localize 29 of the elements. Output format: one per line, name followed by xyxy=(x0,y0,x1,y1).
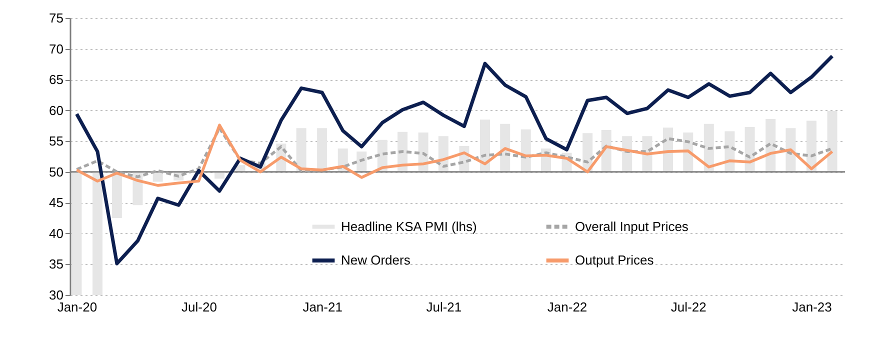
x-tick-label: Jul-21 xyxy=(426,300,462,314)
legend-label: Overall Input Prices xyxy=(575,218,689,234)
y-tick-label: 60 xyxy=(49,102,64,118)
y-tick-label: 65 xyxy=(49,72,64,88)
x-tick-label: Jul-22 xyxy=(670,300,706,314)
x-tick-label: Jan-22 xyxy=(547,300,588,314)
bar xyxy=(827,110,838,172)
x-tick-label: Jul-20 xyxy=(182,300,217,314)
line-series xyxy=(75,124,834,187)
x-tick-label: Jan-20 xyxy=(57,300,98,314)
x-tick-label: Jan-21 xyxy=(302,300,342,314)
bar xyxy=(92,172,102,295)
line-series xyxy=(74,54,834,266)
legend-label: Output Prices xyxy=(575,252,654,268)
bar xyxy=(317,128,328,172)
y-tick-label: 75 xyxy=(49,10,64,26)
y-tick-label: 30 xyxy=(49,288,64,302)
bar xyxy=(112,172,122,218)
y-tick-label: 40 xyxy=(49,226,64,241)
y-tick-label: 70 xyxy=(49,41,64,56)
y-tick-label: 55 xyxy=(49,134,64,149)
x-tick-label: Jan-23 xyxy=(792,300,832,314)
bar xyxy=(72,172,82,295)
y-tick-label: 45 xyxy=(49,195,64,210)
line-series xyxy=(75,126,834,178)
y-tick-label: 50 xyxy=(49,164,64,180)
legend-label: New Orders xyxy=(341,252,411,268)
y-tick-label: 35 xyxy=(49,256,64,272)
legend-label: Headline KSA PMI (lhs) xyxy=(341,218,477,234)
